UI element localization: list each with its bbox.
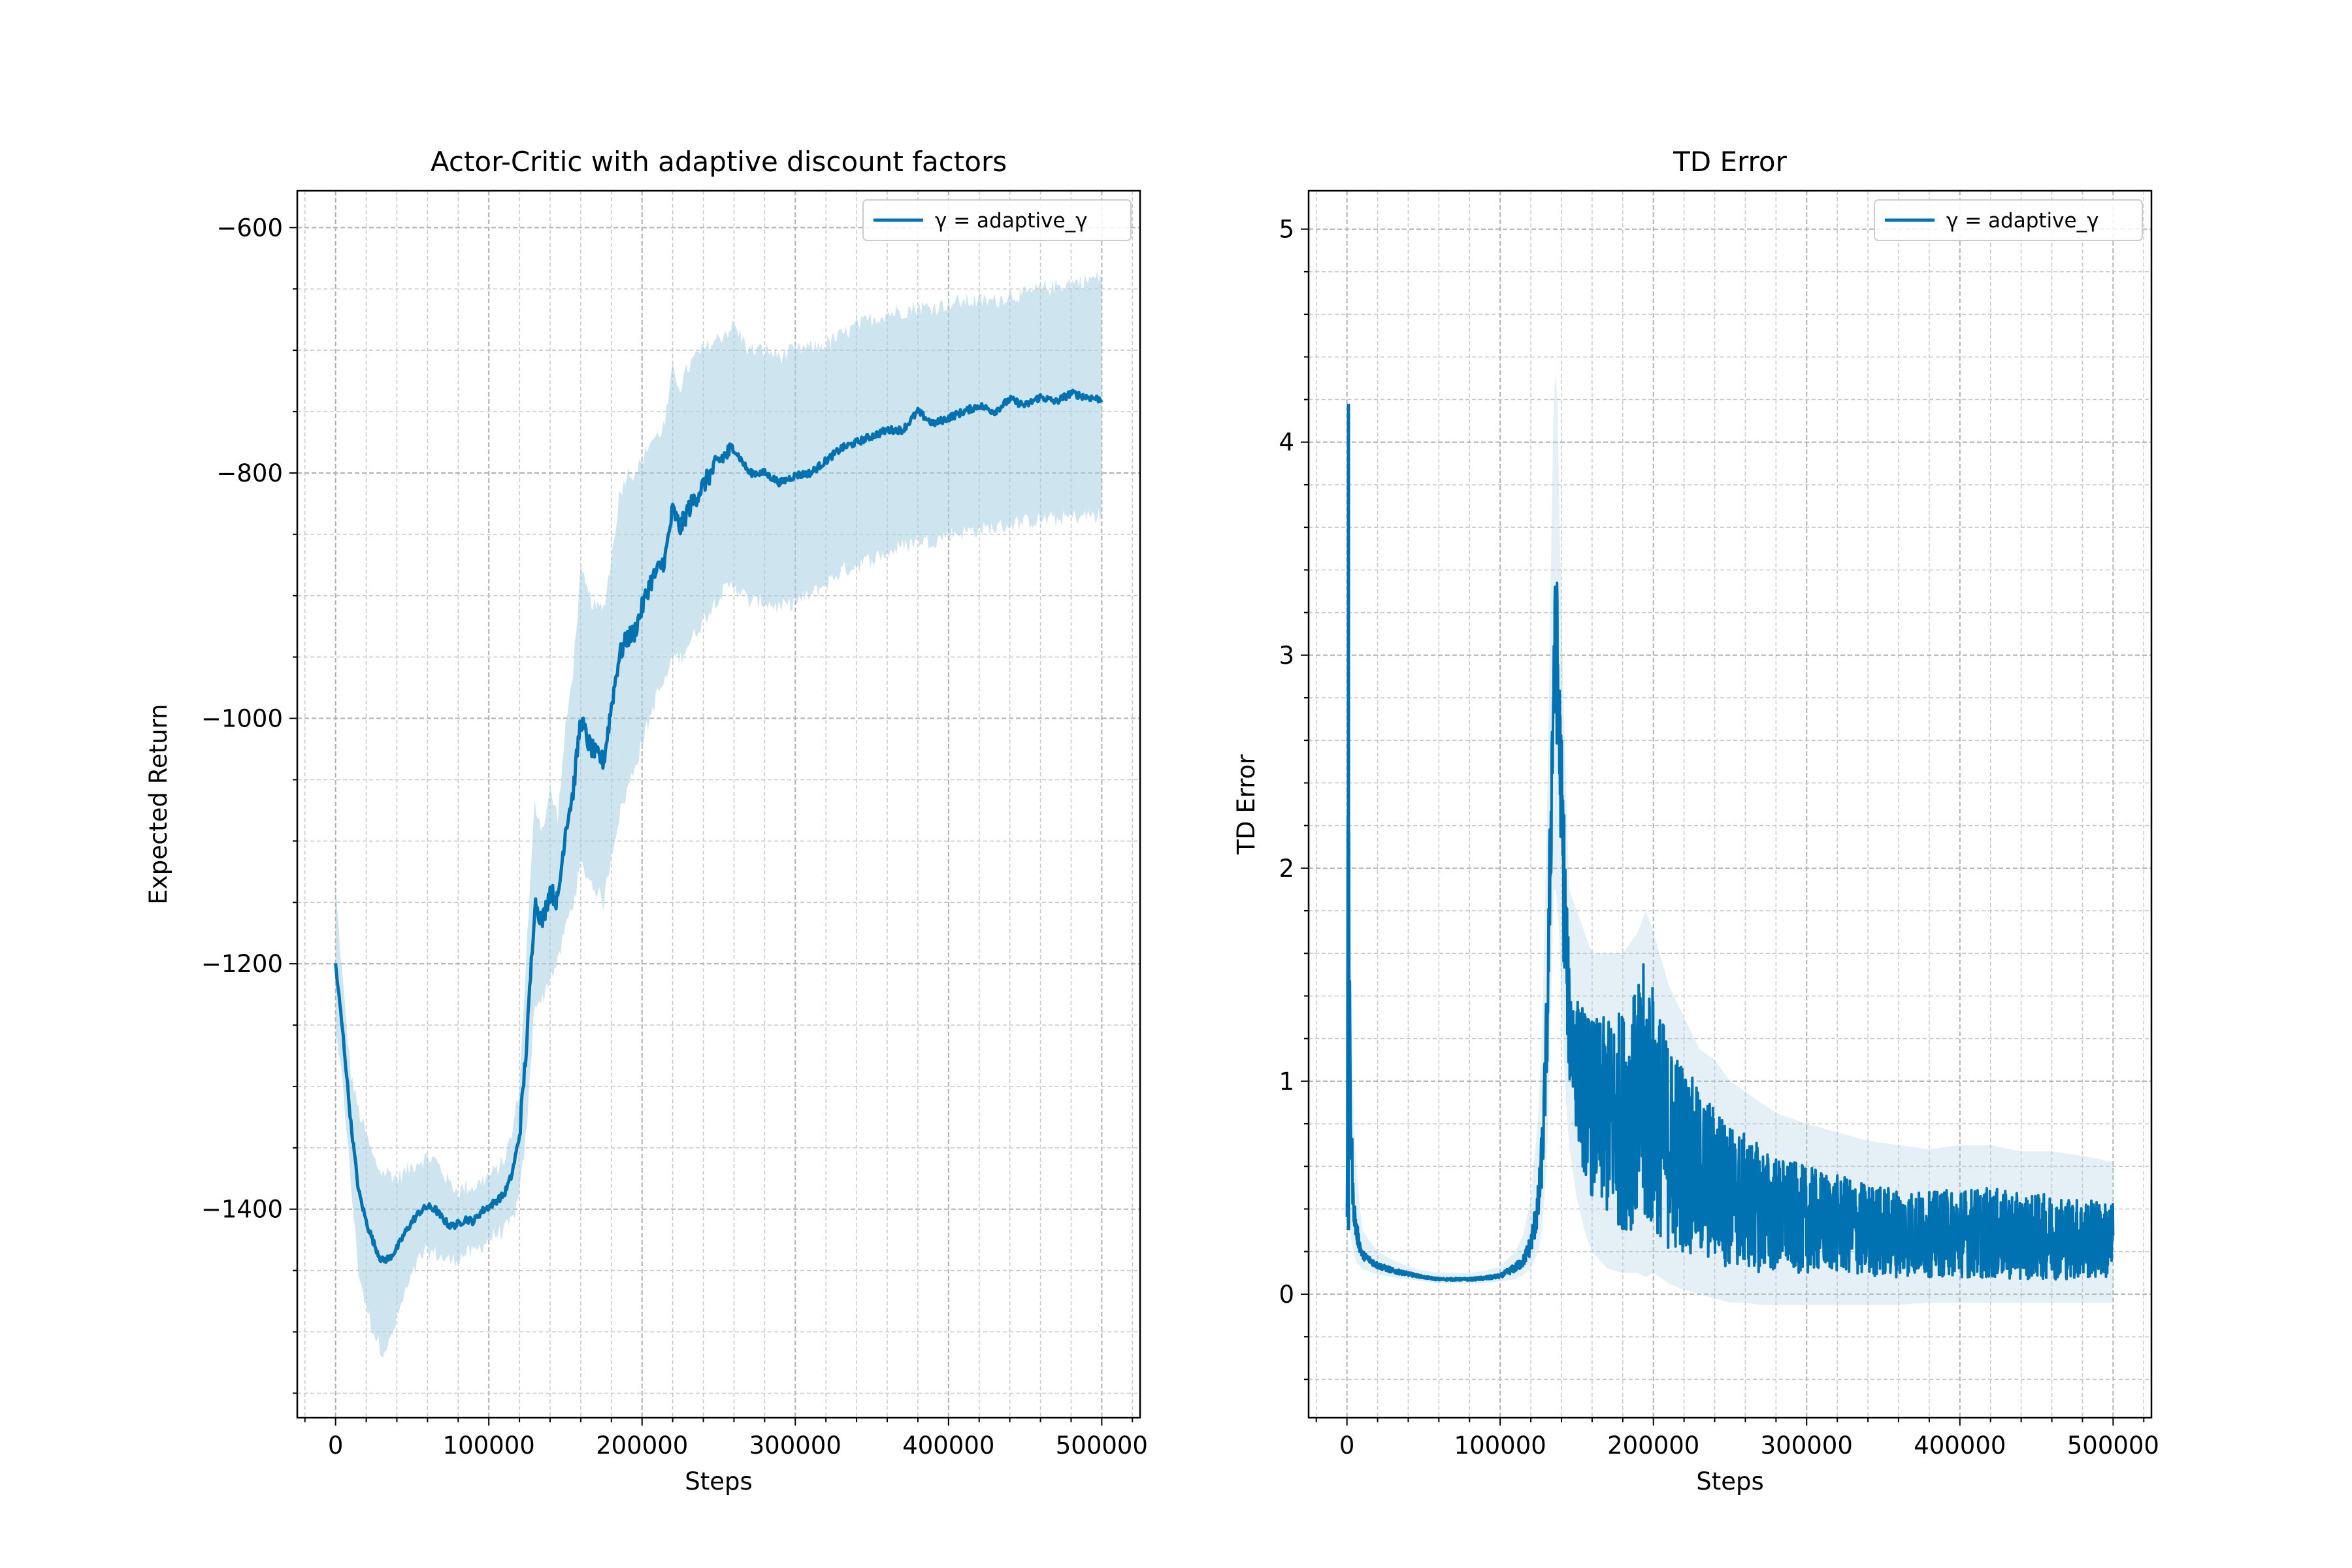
td-error-chart-x-tick-label: 0 [1339,1431,1355,1460]
td-error-chart-y-tick-label: 3 [1279,642,1294,670]
return-chart-y-tick-label: −1400 [201,1196,283,1224]
td-error-chart-y-tick-label: 2 [1279,855,1294,883]
return-chart-y-tick-label: −1000 [201,705,283,733]
return-chart-y-tick-label: −600 [216,214,283,242]
return-chart-series-lines [334,388,1103,1264]
return-chart-x-tick-label: 100000 [443,1431,535,1460]
td-error-chart-legend-box [1874,199,2143,241]
return-chart-x-axis-label: Steps [685,1467,753,1495]
return-chart-x-tick-label: 400000 [902,1431,994,1460]
td-error-chart-mean-line [1345,571,2115,1282]
return-chart-x-tick-label: 200000 [596,1431,688,1460]
td-error-chart-series-lines [1345,404,2115,1282]
td-error-chart-x-tick-label: 500000 [2067,1431,2159,1460]
td-error-chart-y-axis-label: TD Error [1232,754,1260,855]
return-chart-x-tick-label: 0 [328,1431,344,1460]
td-error-chart-x-tick-label: 200000 [1607,1431,1699,1460]
td-error-chart-grid [1309,191,2151,1418]
return-chart-x-tick-label: 500000 [1056,1431,1148,1460]
return-chart-std-band [335,270,1102,1358]
td-error-chart-x-tick-label: 300000 [1761,1431,1853,1460]
td-error-chart-x-tick-label: 400000 [1914,1431,2006,1460]
return-chart-ticks: 0 100000 200000 300000 400000 500000 −1400 −120… [201,214,1148,1460]
td-error-chart-legend-label: γ = adaptive_γ [1946,209,2099,233]
td-error-chart-y-tick-label: 1 [1279,1068,1294,1096]
return-chart-y-tick-label: −800 [216,459,283,487]
td-error-chart-plot-frame [1307,189,2153,1419]
td-error-chart-ticks: 0 100000 200000 300000 400000 500000 0 1 2 3 4 5 [1279,216,2159,1460]
td-error-chart-x-axis-label: Steps [1696,1467,1764,1495]
td-error-chart-x-tick-label: 100000 [1454,1431,1546,1460]
td-error-chart-y-tick-label: 5 [1279,216,1294,244]
td-error-chart-y-tick-label: 4 [1279,429,1294,457]
return-chart-mean-line [334,388,1103,1264]
td-error-chart-panel: 0 100000 200000 300000 400000 500000 0 1 2 3 4 5 TD… [1232,146,2159,1495]
td-error-chart-title: TD Error [1673,146,1787,178]
return-chart-y-axis-label: Expected Return [144,704,172,904]
return-chart-x-tick-label: 300000 [749,1431,841,1460]
td-error-chart-y-tick-label: 0 [1279,1281,1294,1309]
return-chart-confidence-band [335,270,1102,1358]
td-error-chart-legend: γ = adaptive_γ [1874,199,2143,241]
return-chart-panel: 0 100000 200000 300000 400000 500000 −1400 −120… [144,146,1148,1495]
return-chart-legend: γ = adaptive_γ [862,199,1132,241]
return-chart-legend-box [862,199,1132,241]
return-chart-legend-label: γ = adaptive_γ [935,209,1087,233]
return-chart-plot-frame [296,189,1141,1419]
return-chart-y-tick-label: −1200 [201,950,283,978]
return-chart-title: Actor-Critic with adaptive discount fact… [431,146,1007,178]
